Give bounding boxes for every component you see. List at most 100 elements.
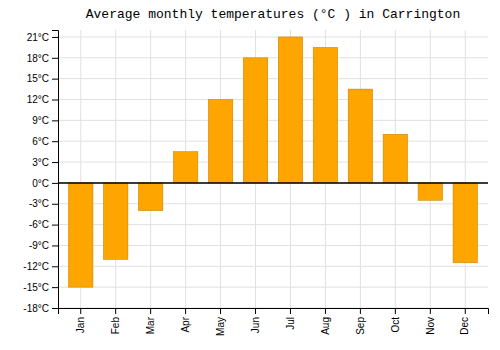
y-grid-line xyxy=(58,78,488,79)
y-tick-label: -12°C xyxy=(23,261,49,272)
x-tick-label: Apr xyxy=(180,316,191,332)
y-tick-mark xyxy=(52,141,58,142)
bar xyxy=(138,183,162,211)
x-tick: Jul xyxy=(285,308,296,330)
x-grid-line xyxy=(465,30,466,308)
x-tick-mark xyxy=(395,308,396,314)
x-tick-label: Feb xyxy=(110,317,121,335)
plot: -18°C -15°C -12°C -9°C -6°C -3°C 0°C 3°C 6°C 9°C 1… xyxy=(23,30,488,336)
y-tick: -18°C xyxy=(23,303,58,314)
y-tick-label: 9°C xyxy=(32,115,49,126)
y-tick-mark xyxy=(52,225,58,226)
x-tick-mark xyxy=(360,308,361,314)
chart: Average monthly temperatures (°C ) in Ca… xyxy=(0,0,500,350)
y-tick-mark xyxy=(52,58,58,59)
y-grid-line xyxy=(58,182,488,183)
y-grid-line xyxy=(58,141,488,142)
y-tick-mark xyxy=(52,162,58,163)
x-tick-label: Jul xyxy=(285,317,296,330)
x-axis: Jan Feb Mar Apr May Jun Jul Aug Sep Oct Nov Dec xyxy=(59,308,489,336)
x-tick-label: Nov xyxy=(425,317,436,335)
x-tick-label: Sep xyxy=(355,317,366,335)
y-tick-mark xyxy=(52,37,58,38)
x-tick-label: Jan xyxy=(75,317,86,333)
y-tick: 15°C xyxy=(27,73,58,84)
x-tick-mark xyxy=(220,308,221,314)
y-tick-mark xyxy=(52,245,58,246)
y-tick-mark xyxy=(52,100,58,101)
x-tick-mark xyxy=(115,308,116,314)
y-tick: -12°C xyxy=(23,261,58,272)
x-tick-mark xyxy=(430,308,431,314)
y-tick: 3°C xyxy=(32,157,58,168)
y-axis: -18°C -15°C -12°C -9°C -6°C -3°C 0°C 3°C 6°C 9°C 1… xyxy=(23,31,58,314)
bar xyxy=(453,183,477,263)
bar xyxy=(418,183,442,200)
x-grid-line xyxy=(150,30,151,308)
x-tick-mark xyxy=(290,308,291,314)
title: Average monthly temperatures (°C ) in Ca… xyxy=(86,7,460,22)
x-tick-mark xyxy=(325,308,326,314)
bar xyxy=(243,58,267,183)
x-grid-line xyxy=(430,30,431,308)
y-grid-line xyxy=(58,57,488,58)
y-tick-label: 21°C xyxy=(27,32,49,43)
x-tick: Mar xyxy=(145,308,156,334)
y-tick-mark xyxy=(52,287,58,288)
y-tick-label: -18°C xyxy=(23,303,49,314)
y-grid-line xyxy=(58,287,488,288)
x-tick-mark xyxy=(185,308,186,314)
y-tick: 12°C xyxy=(27,94,58,105)
x-tick: Aug xyxy=(320,308,331,335)
y-tick-mark xyxy=(52,183,58,184)
x-tick-label: Dec xyxy=(459,317,470,335)
y-grid-line xyxy=(58,266,488,267)
bar xyxy=(173,152,197,183)
x-axis-line xyxy=(59,309,489,315)
y-grid-line xyxy=(58,99,488,100)
y-grid-line xyxy=(58,120,488,121)
y-grid-line xyxy=(58,162,488,163)
grid xyxy=(58,30,488,308)
y-tick: -6°C xyxy=(29,219,58,230)
x-tick: Jun xyxy=(250,308,261,333)
x-tick: Apr xyxy=(180,308,191,333)
y-tick-label: 18°C xyxy=(27,53,49,64)
y-axis-line xyxy=(52,31,59,309)
y-tick-mark xyxy=(52,120,58,121)
y-tick: -3°C xyxy=(29,198,58,209)
y-tick-label: -9°C xyxy=(29,240,49,251)
bar xyxy=(68,183,92,287)
x-tick-mark xyxy=(465,308,466,314)
zero-line xyxy=(58,182,488,184)
y-tick: 0°C xyxy=(32,178,58,189)
x-tick: Jan xyxy=(75,308,86,333)
bar xyxy=(278,37,302,183)
y-tick: 6°C xyxy=(32,136,58,147)
x-tick-label: Jun xyxy=(250,317,261,333)
y-tick-label: 0°C xyxy=(32,178,49,189)
y-tick: 21°C xyxy=(27,32,58,43)
y-tick-mark xyxy=(52,79,58,80)
y-tick: -9°C xyxy=(29,240,58,251)
x-tick-label: Mar xyxy=(145,316,156,334)
y-tick-mark xyxy=(52,308,58,309)
y-tick: -15°C xyxy=(23,282,58,293)
x-tick: May xyxy=(215,308,226,336)
x-tick: Sep xyxy=(355,308,366,335)
y-tick-label: -3°C xyxy=(29,198,49,209)
y-tick-mark xyxy=(52,204,58,205)
x-tick-label: May xyxy=(215,317,226,336)
y-tick-label: 3°C xyxy=(32,157,49,168)
y-tick-label: -15°C xyxy=(23,282,49,293)
y-tick-label: 6°C xyxy=(32,136,49,147)
y-tick-label: 12°C xyxy=(27,94,49,105)
x-tick-label: Aug xyxy=(320,317,331,335)
bar xyxy=(103,183,127,259)
bar xyxy=(348,89,372,183)
x-tick: Oct xyxy=(390,308,401,333)
bar xyxy=(208,100,232,183)
y-tick-label: -6°C xyxy=(29,219,49,230)
y-grid-line xyxy=(58,36,488,37)
x-tick: Nov xyxy=(425,308,436,335)
